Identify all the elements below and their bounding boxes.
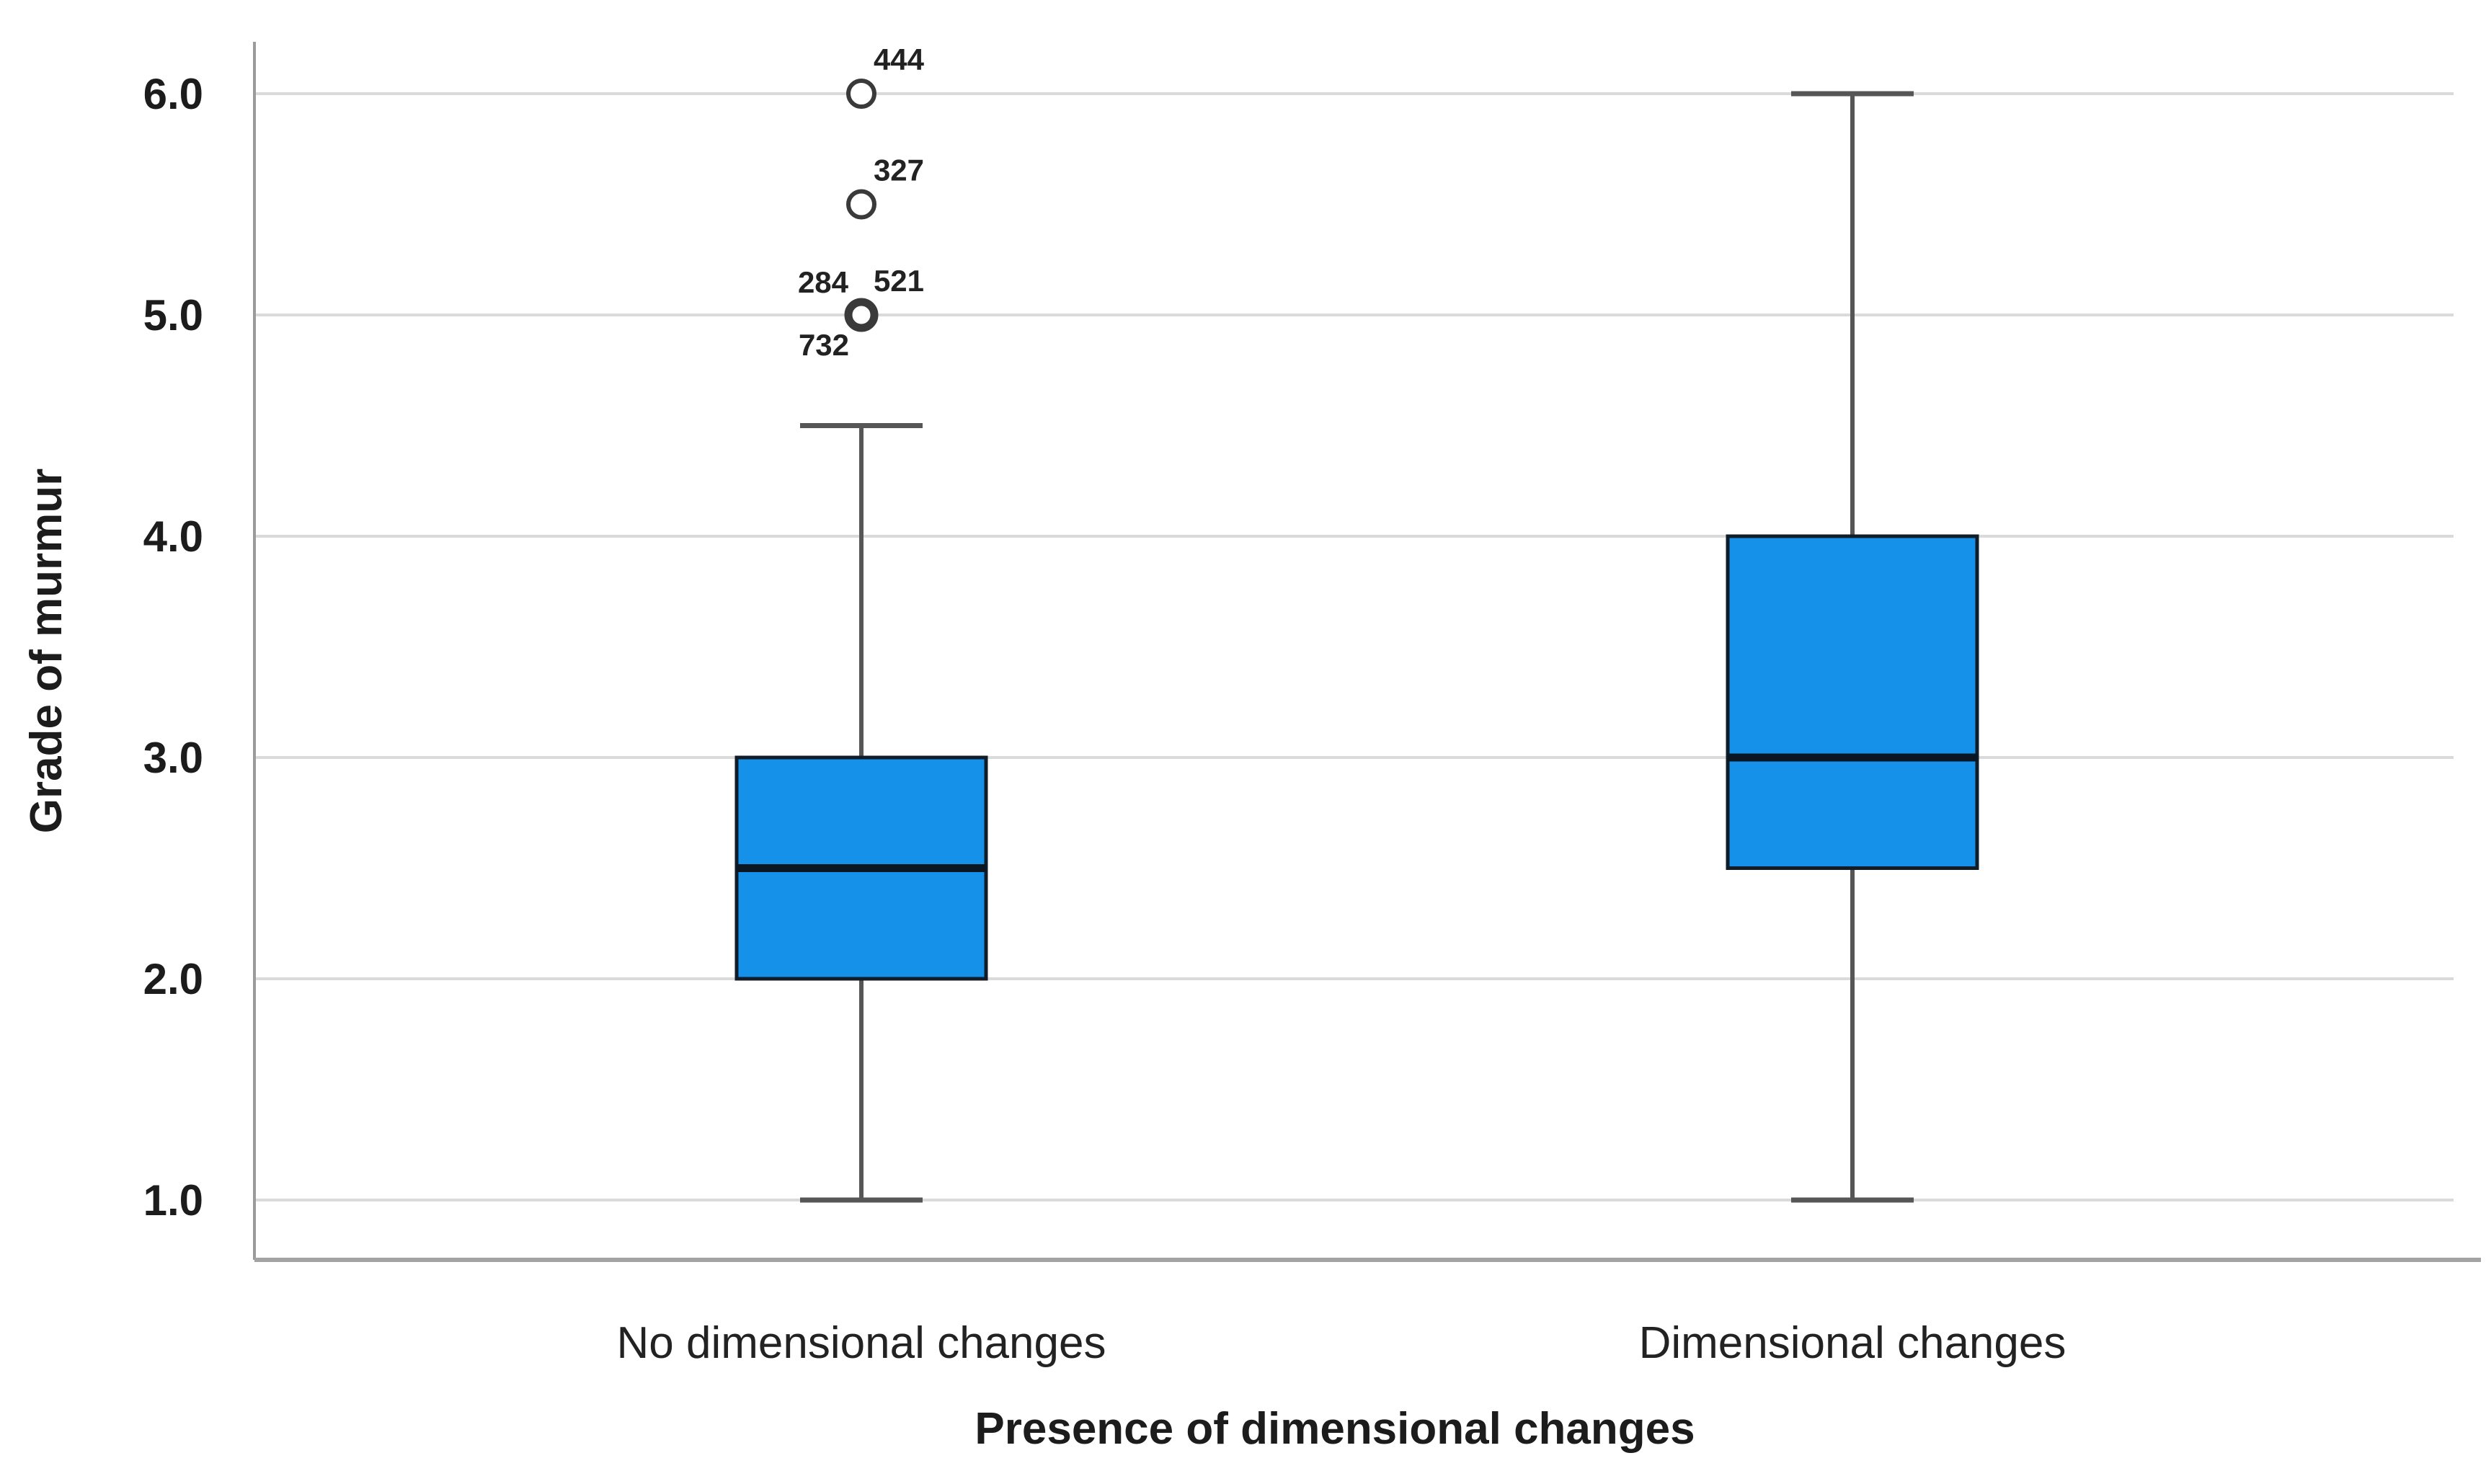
category-label-dimensional-changes: Dimensional changes xyxy=(1639,1318,2067,1368)
axes xyxy=(253,42,2481,1262)
outlier-circle-5 xyxy=(844,298,879,332)
outlier-circle-5.5 xyxy=(846,189,876,220)
outlier-case-label-327: 327 xyxy=(874,154,924,187)
iqr-box-dimensional-changes xyxy=(1726,534,1979,870)
y-tick-label-1.0: 1.0 xyxy=(143,1176,203,1225)
y-tick-label-4.0: 4.0 xyxy=(143,512,203,561)
outlier-case-label-732: 732 xyxy=(799,328,849,362)
box-group-no-dimensional-changes xyxy=(734,423,988,1203)
box-group-dimensional-changes xyxy=(1726,91,1979,1203)
outlier-case-label-521: 521 xyxy=(874,264,924,298)
y-tick-label-2.0: 2.0 xyxy=(143,955,203,1003)
y-tick-labels: 6.0 5.0 4.0 3.0 2.0 1.0 xyxy=(143,70,203,1225)
outliers: 444 327 284 521 732 xyxy=(798,43,925,362)
gridlines xyxy=(256,92,2454,1201)
outlier-case-label-284: 284 xyxy=(798,265,849,299)
y-tick-label-5.0: 5.0 xyxy=(143,291,203,339)
boxplot-series xyxy=(734,91,1979,1203)
y-tick-label-6.0: 6.0 xyxy=(143,70,203,118)
y-axis-title: Grade of murmur xyxy=(22,468,71,833)
x-axis-title: Presence of dimensional changes xyxy=(975,1404,1695,1454)
outlier-case-label-444: 444 xyxy=(874,43,925,76)
category-labels: No dimensional changes Dimensional change… xyxy=(617,1318,2067,1368)
y-tick-label-3.0: 3.0 xyxy=(143,734,203,782)
category-label-no-dimensional-changes: No dimensional changes xyxy=(617,1318,1106,1368)
outlier-circle-6 xyxy=(846,79,876,109)
